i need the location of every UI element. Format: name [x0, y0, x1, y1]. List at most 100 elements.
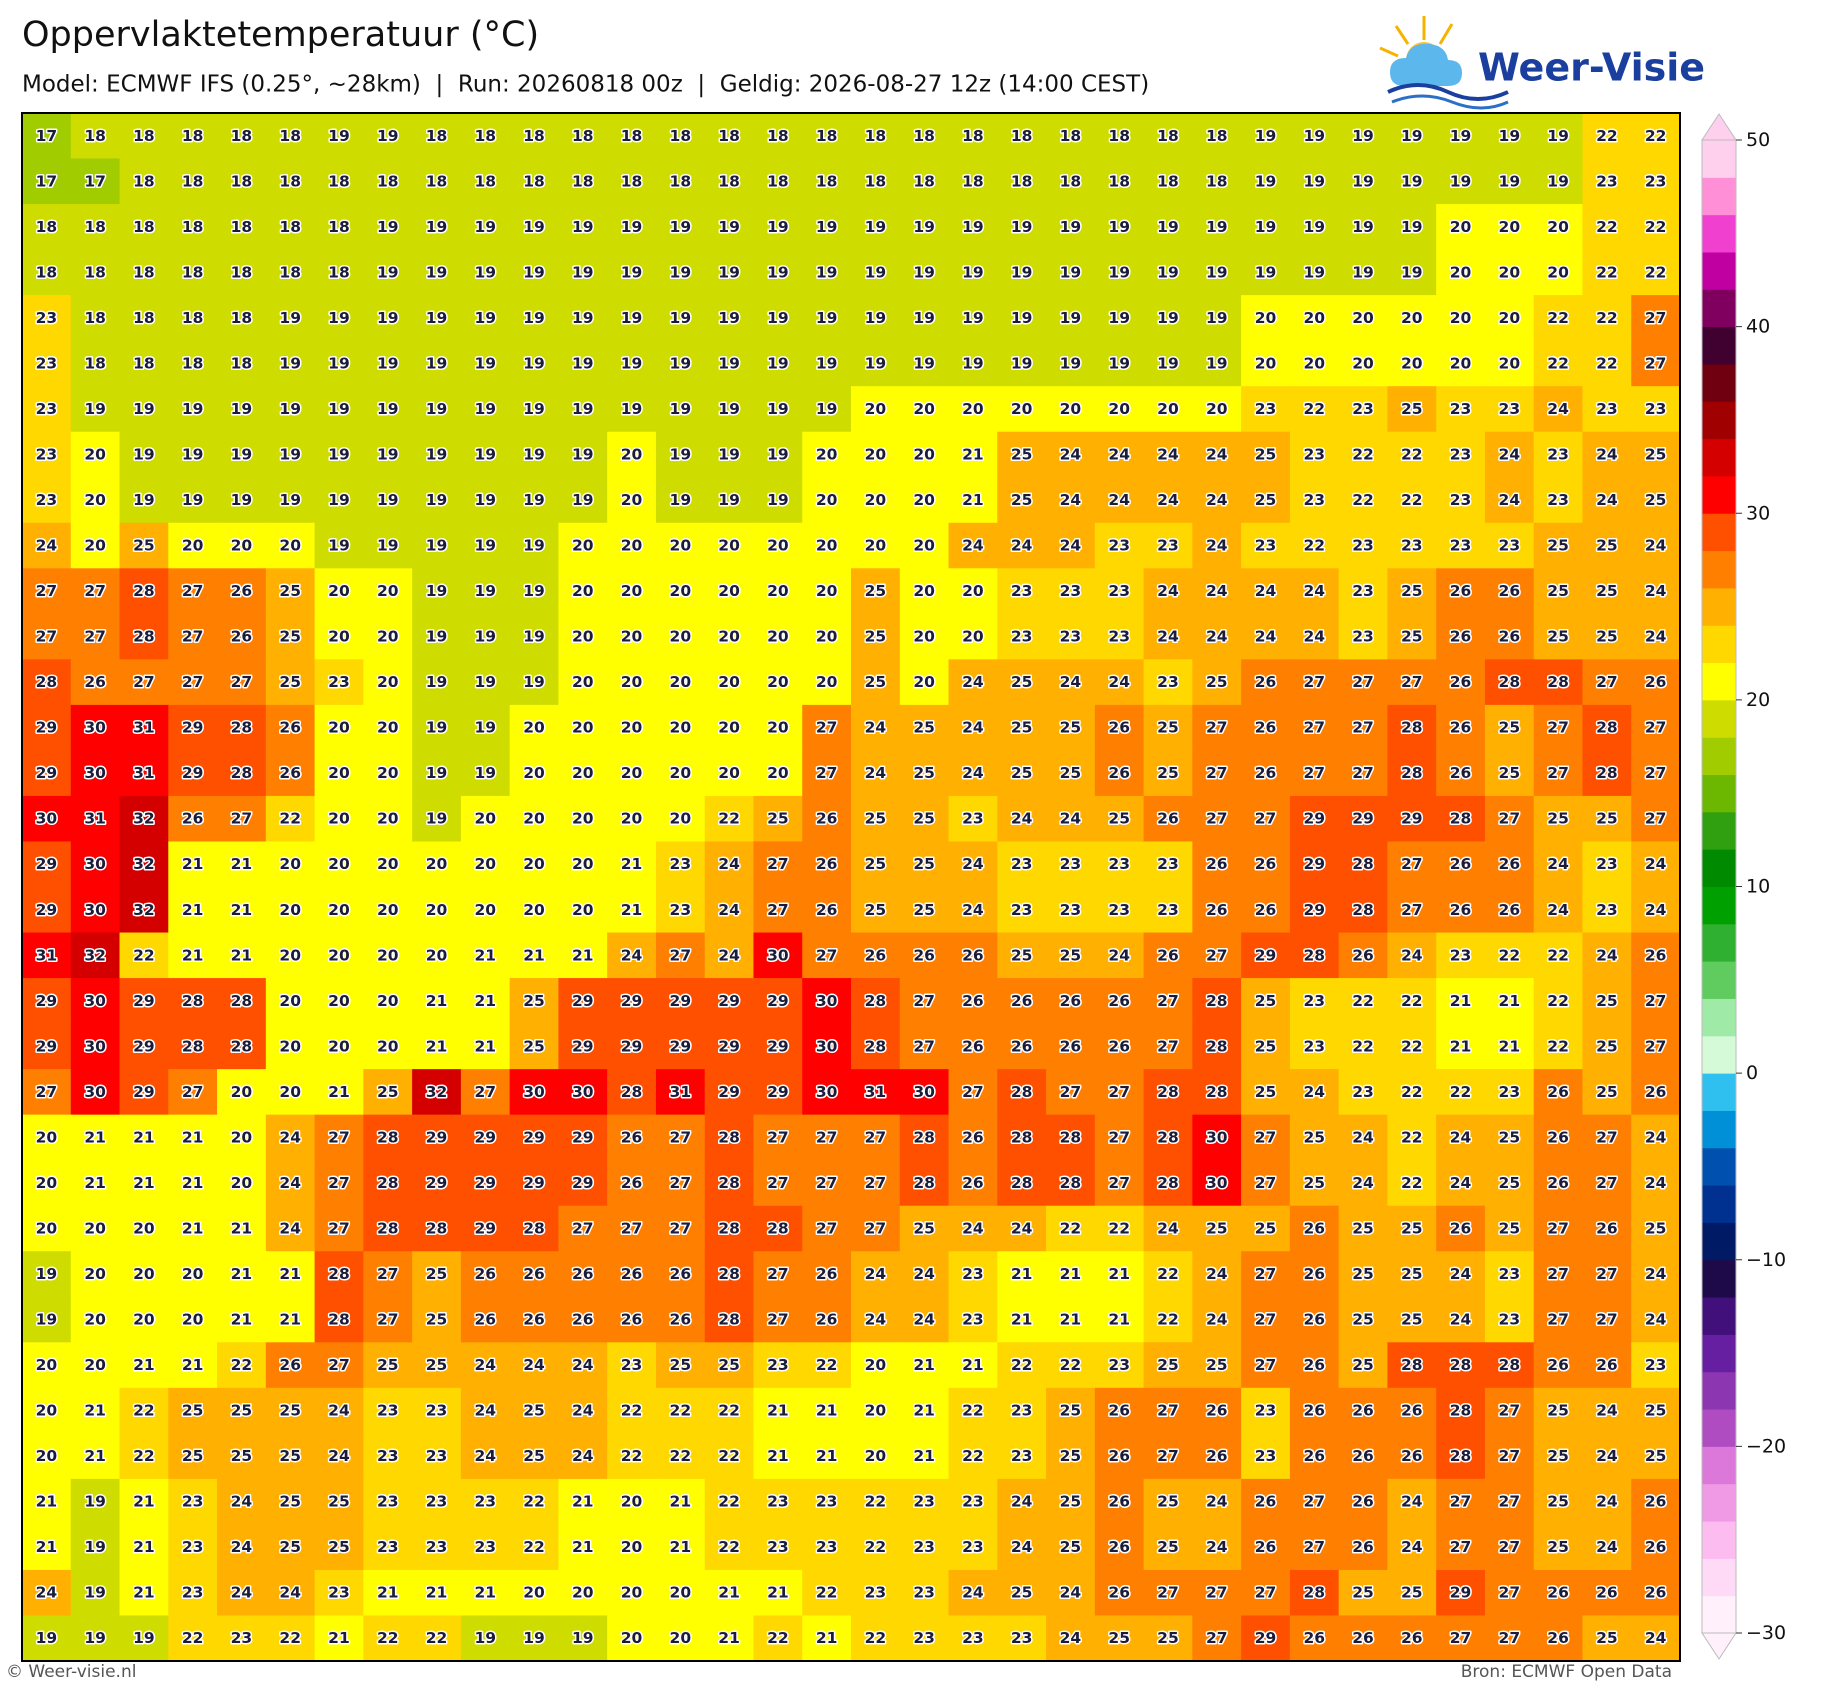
temperature-cell — [997, 613, 1047, 660]
temperature-label: 23 — [1157, 537, 1179, 555]
temperature-cell — [655, 704, 706, 752]
temperature-label: 18 — [133, 354, 155, 372]
temperature-cell — [363, 158, 413, 205]
temperature-cell — [1094, 1114, 1145, 1161]
temperature-cell — [1484, 1433, 1535, 1480]
temperature-cell — [460, 1023, 511, 1070]
temperature-cell — [753, 158, 803, 205]
temperature-label: 28 — [133, 582, 155, 600]
temperature-cell — [558, 841, 608, 888]
temperature-label: 23 — [1011, 1447, 1033, 1465]
temperature-cell — [558, 750, 608, 797]
temperature-label: 21 — [231, 855, 253, 873]
temperature-label: 24 — [474, 1356, 496, 1374]
temperature-cell — [70, 1524, 121, 1571]
temperature-label: 26 — [1352, 946, 1374, 964]
temperature-cell — [1338, 795, 1389, 843]
temperature-cell — [412, 295, 462, 342]
temperature-label: 28 — [1352, 901, 1374, 919]
temperature-cell — [997, 1160, 1047, 1207]
temperature-label: 23 — [1645, 172, 1667, 190]
temperature-label: 29 — [718, 1037, 740, 1055]
temperature-cell — [607, 1524, 657, 1571]
temperature-label: 19 — [865, 263, 887, 281]
temperature-label: 24 — [1303, 628, 1325, 646]
temperature-label: 27 — [36, 582, 58, 600]
temperature-cell — [1192, 431, 1242, 478]
temperature-cell — [1241, 386, 1291, 433]
temperature-label: 20 — [572, 901, 594, 919]
temperature-label: 24 — [1206, 1311, 1228, 1329]
temperature-cell — [1582, 1478, 1632, 1526]
temperature-label: 18 — [279, 127, 301, 145]
temperature-label: 20 — [670, 719, 692, 737]
temperature-cell — [363, 1114, 413, 1161]
temperature-label: 19 — [1352, 263, 1374, 281]
temperature-cell — [753, 1524, 803, 1571]
temperature-cell — [1338, 158, 1389, 205]
temperature-label: 24 — [718, 855, 740, 873]
temperature-cell — [1436, 704, 1486, 752]
temperature-cell — [460, 1524, 511, 1571]
temperature-cell — [899, 1114, 950, 1161]
temperature-cell — [363, 1387, 413, 1434]
temperature-label: 27 — [231, 810, 253, 828]
temperature-label: 20 — [1255, 354, 1277, 372]
temperature-cell — [1241, 1296, 1291, 1343]
temperature-label: 19 — [718, 400, 740, 418]
temperature-cell — [168, 477, 218, 524]
temperature-label: 19 — [328, 309, 350, 327]
temperature-label: 19 — [816, 218, 838, 236]
temperature-cell — [1046, 1296, 1096, 1343]
temperature-cell — [1143, 841, 1193, 888]
temperature-cell — [1484, 704, 1535, 752]
temperature-cell — [22, 477, 72, 524]
temperature-label: 24 — [1206, 491, 1228, 509]
temperature-cell — [363, 295, 413, 342]
temperature-label: 24 — [1108, 491, 1130, 509]
temperature-label: 25 — [279, 1493, 301, 1511]
temperature-cell — [851, 477, 901, 524]
temperature-label: 25 — [523, 992, 545, 1010]
temperature-label: 19 — [962, 218, 984, 236]
temperature-label: 26 — [1352, 1447, 1374, 1465]
temperature-label: 23 — [816, 1493, 838, 1511]
temperature-cell — [704, 340, 755, 387]
temperature-cell — [1094, 932, 1145, 979]
temperature-cell — [607, 295, 657, 342]
temperature-cell — [363, 477, 413, 524]
temperature-cell — [1484, 204, 1535, 251]
temperature-label: 19 — [231, 491, 253, 509]
temperature-cell — [607, 1615, 657, 1661]
temperature-label: 26 — [1596, 1584, 1618, 1602]
temperature-cell — [851, 978, 901, 1025]
temperature-cell — [1533, 295, 1584, 342]
temperature-label: 26 — [962, 992, 984, 1010]
temperature-label: 19 — [962, 309, 984, 327]
temperature-cell — [802, 340, 852, 387]
temperature-cell — [265, 750, 316, 797]
temperature-cell — [1582, 750, 1632, 797]
temperature-cell — [460, 659, 511, 706]
temperature-cell — [802, 887, 852, 934]
temperature-label: 27 — [1645, 354, 1667, 372]
temperature-cell — [217, 340, 267, 387]
temperature-label: 32 — [133, 901, 155, 919]
temperature-label: 25 — [1596, 992, 1618, 1010]
temperature-label: 23 — [182, 1584, 204, 1602]
temperature-cell — [851, 1205, 901, 1252]
temperature-label: 21 — [962, 491, 984, 509]
temperature-label: 24 — [328, 1402, 350, 1420]
temperature-label: 28 — [1206, 992, 1228, 1010]
temperature-cell — [509, 204, 560, 251]
temperature-cell — [753, 386, 803, 433]
temperature-label: 28 — [523, 1219, 545, 1237]
temperature-label: 26 — [1108, 1037, 1130, 1055]
temperature-cell — [1387, 613, 1437, 660]
temperature-cell — [1289, 704, 1340, 752]
temperature-cell — [363, 932, 413, 979]
temperature-cell — [1387, 1478, 1437, 1526]
temperature-label: 19 — [865, 309, 887, 327]
temperature-label: 30 — [84, 1037, 106, 1055]
temperature-label: 24 — [1011, 810, 1033, 828]
